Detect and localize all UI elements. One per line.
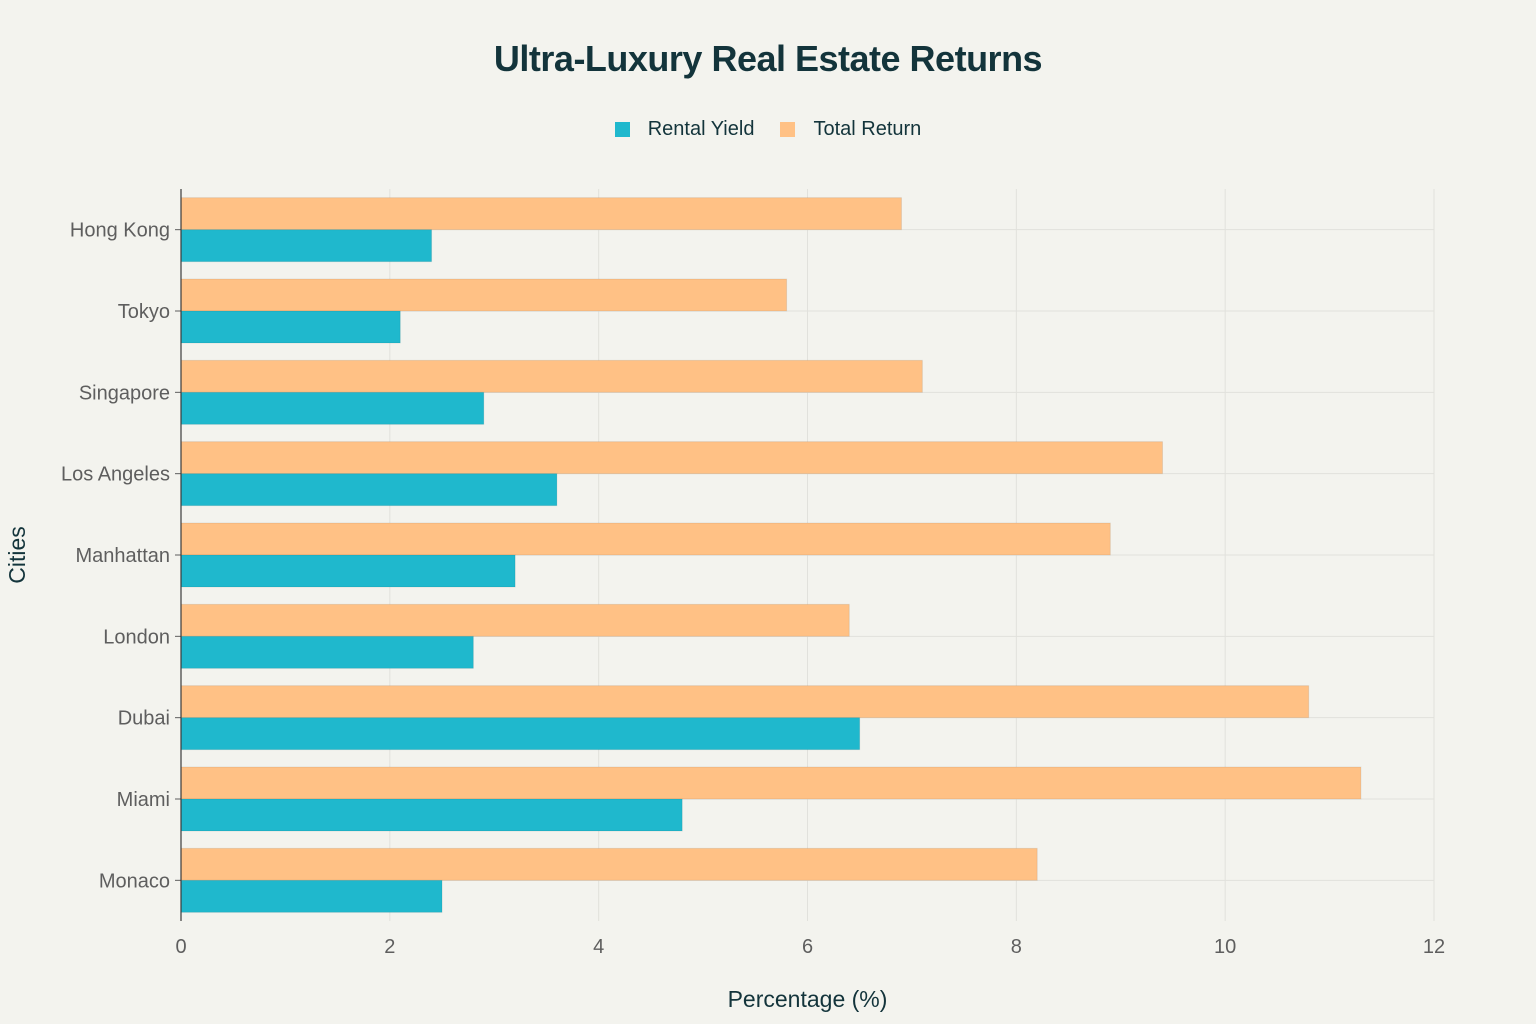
- y-tick-label-monaco: Monaco: [99, 870, 170, 892]
- x-tick-label-6: 6: [802, 936, 813, 958]
- y-tick-label-los-angeles: Los Angeles: [61, 464, 170, 486]
- legend-label-rental-yield: Rental Yield: [647, 118, 755, 140]
- y-tick-label-dubai: Dubai: [118, 708, 170, 730]
- legend-swatch-rental-yield: [614, 122, 630, 137]
- bar-rental-yield-dubai[interactable]: Dubai — Rental Yield: 6.5: [180, 717, 861, 751]
- y-tick-label-hong-kong: Hong Kong: [70, 220, 170, 242]
- legend-item-total-return[interactable]: Total Return: [780, 118, 921, 141]
- x-tick-label-10: 10: [1214, 936, 1236, 958]
- bar-total-return-hong-kong[interactable]: Hong Kong — Total Return: 6.9: [180, 197, 902, 231]
- x-tick-label-4: 4: [593, 936, 604, 958]
- y-tick-label-manhattan: Manhattan: [75, 545, 170, 567]
- legend-label-total-return: Total Return: [813, 118, 922, 140]
- y-tick-label-miami: Miami: [117, 789, 170, 811]
- y-tick-label-london: London: [103, 626, 170, 648]
- x-tick-label-0: 0: [175, 936, 186, 958]
- bar-total-return-tokyo[interactable]: Tokyo — Total Return: 5.8: [180, 278, 788, 312]
- bar-rental-yield-miami[interactable]: Miami — Rental Yield: 4.8: [180, 798, 683, 832]
- bar-total-return-london[interactable]: London — Total Return: 6.4: [180, 603, 850, 637]
- y-tick-label-singapore: Singapore: [79, 382, 170, 404]
- bar-total-return-singapore[interactable]: Singapore — Total Return: 7.1: [180, 359, 923, 393]
- bar-total-return-manhattan[interactable]: Manhattan — Total Return: 8.9: [180, 522, 1111, 556]
- x-tick-label-8: 8: [1011, 936, 1022, 958]
- y-tick-label-tokyo: Tokyo: [118, 301, 170, 323]
- bar-rental-yield-manhattan[interactable]: Manhattan — Rental Yield: 3.2: [180, 554, 516, 588]
- x-tick-label-2: 2: [384, 936, 395, 958]
- bar-rental-yield-london[interactable]: London — Rental Yield: 2.8: [180, 635, 474, 669]
- bar-rental-yield-hong-kong[interactable]: Hong Kong — Rental Yield: 2.4: [180, 229, 433, 263]
- x-axis-title: Percentage (%): [728, 986, 888, 1012]
- legend: Rental Yield Total Return: [0, 118, 1536, 141]
- bar-total-return-monaco[interactable]: Monaco — Total Return: 8.2: [180, 847, 1038, 881]
- bar-total-return-miami[interactable]: Miami — Total Return: 11.3: [180, 766, 1362, 800]
- legend-swatch-total-return: [780, 122, 796, 137]
- bar-total-return-dubai[interactable]: Dubai — Total Return: 10.8: [180, 685, 1310, 719]
- bar-rental-yield-tokyo[interactable]: Tokyo — Rental Yield: 2.1: [180, 310, 401, 344]
- y-axis-title: Cities: [4, 526, 30, 584]
- bar-rental-yield-singapore[interactable]: Singapore — Rental Yield: 2.9: [180, 391, 485, 425]
- x-tick-label-12: 12: [1423, 936, 1445, 958]
- bar-rental-yield-monaco[interactable]: Monaco — Rental Yield: 2.5: [180, 879, 443, 913]
- chart-title: Ultra-Luxury Real Estate Returns: [493, 38, 1043, 79]
- bar-total-return-los-angeles[interactable]: Los Angeles — Total Return: 9.4: [180, 441, 1164, 475]
- legend-item-rental-yield[interactable]: Rental Yield: [614, 118, 755, 141]
- bar-rental-yield-los-angeles[interactable]: Los Angeles — Rental Yield: 3.6: [180, 473, 558, 507]
